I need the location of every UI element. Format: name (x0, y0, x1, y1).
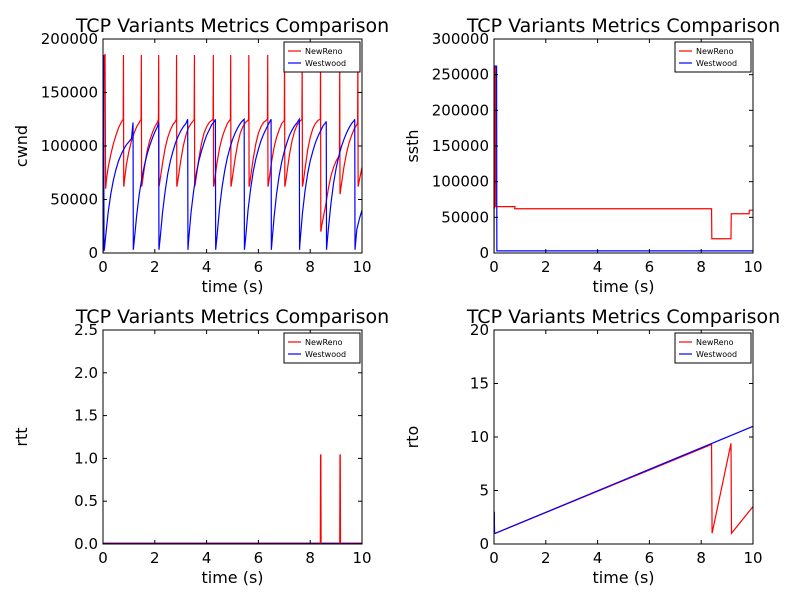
x-tick-label: 6 (254, 258, 264, 276)
x-tick-label: 10 (352, 258, 371, 276)
x-tick-label: 4 (202, 549, 212, 567)
chart-title: TCP Variants Metrics Comparison (466, 15, 780, 37)
legend-label-newreno: NewReno (696, 338, 734, 347)
x-tick-label: 0 (489, 549, 499, 567)
x-tick-label: 6 (645, 549, 655, 567)
axes-frame (102, 329, 363, 545)
x-tick-label: 2 (150, 549, 160, 567)
y-tick-label: 150000 (41, 84, 98, 102)
y-axis-label: rto (403, 426, 422, 449)
legend-box (283, 332, 361, 364)
chart-title: TCP Variants Metrics Comparison (466, 306, 780, 328)
y-tick-label: 1.5 (74, 407, 98, 425)
y-tick-label: 50000 (441, 208, 489, 226)
x-tick-label: 2 (150, 258, 160, 276)
y-axis-label: ssth (403, 129, 422, 162)
y-tick-label: 100000 (432, 173, 489, 191)
legend: NewReno Westwood (283, 332, 361, 364)
x-tick-label: 8 (696, 258, 706, 276)
x-tick-label: 0 (98, 258, 108, 276)
series-line-westwood (103, 55, 362, 253)
y-tick-label: 2.5 (74, 321, 98, 339)
x-tick-label: 8 (696, 549, 706, 567)
y-tick-label: 5 (479, 482, 489, 500)
x-tick-label: 4 (593, 549, 603, 567)
y-tick-label: 2.0 (74, 364, 98, 382)
legend-label-newreno: NewReno (305, 338, 343, 347)
x-axis-label: time (s) (592, 277, 654, 296)
y-tick-label: 0 (479, 244, 489, 262)
y-tick-label: 15 (470, 375, 489, 393)
legend-label-westwood: Westwood (305, 59, 346, 68)
y-axis-label: cwnd (12, 125, 31, 167)
y-tick-label: 200000 (432, 101, 489, 119)
series-line-westwood (494, 65, 753, 253)
y-tick-label: 1.0 (74, 449, 98, 467)
chart-title: TCP Variants Metrics Comparison (75, 306, 389, 328)
x-tick-label: 8 (305, 258, 315, 276)
series-line-westwood (494, 425, 753, 534)
y-tick-label: 0 (88, 244, 98, 262)
y-tick-label: 150000 (432, 137, 489, 155)
x-tick-label: 6 (645, 258, 655, 276)
x-tick-label: 6 (254, 549, 264, 567)
chart-title: TCP Variants Metrics Comparison (75, 15, 389, 37)
x-tick-label: 2 (541, 258, 551, 276)
legend: NewReno Westwood (674, 332, 752, 364)
legend: NewReno Westwood (674, 41, 752, 73)
y-tick-label: 100000 (41, 137, 98, 155)
legend-box (674, 41, 752, 73)
y-tick-label: 0.5 (74, 492, 98, 510)
x-tick-label: 10 (743, 258, 762, 276)
x-axis-label: time (s) (201, 277, 263, 296)
legend-label-westwood: Westwood (696, 59, 737, 68)
legend-label-newreno: NewReno (305, 47, 343, 56)
x-tick-label: 0 (489, 258, 499, 276)
legend-label-westwood: Westwood (305, 350, 346, 359)
y-tick-label: 200000 (41, 30, 98, 48)
legend-label-westwood: Westwood (696, 350, 737, 359)
series-line-newreno (103, 454, 362, 544)
y-tick-label: 0 (479, 535, 489, 553)
x-tick-label: 10 (352, 549, 371, 567)
y-tick-label: 300000 (432, 30, 489, 48)
legend-box (283, 41, 361, 73)
x-tick-label: 8 (305, 549, 315, 567)
subplot-ssth: 0 2 4 6 8 10 0 50000 100000 150000 200000 250000 300… (403, 15, 780, 296)
x-axis-label: time (s) (201, 568, 263, 587)
x-axis-label: time (s) (592, 568, 654, 587)
x-tick-label: 4 (593, 258, 603, 276)
series-line-newreno (494, 443, 753, 535)
x-tick-label: 10 (743, 549, 762, 567)
x-tick-label: 4 (202, 258, 212, 276)
y-tick-label: 10 (470, 428, 489, 446)
x-tick-label: 2 (541, 549, 551, 567)
legend-box (674, 332, 752, 364)
series-line-newreno (494, 65, 753, 240)
legend-label-newreno: NewReno (696, 47, 734, 56)
y-tick-label: 50000 (50, 191, 98, 209)
legend: NewReno Westwood (283, 41, 361, 73)
series-line-newreno (103, 53, 362, 253)
y-tick-label: 20 (470, 321, 489, 339)
y-tick-label: 250000 (432, 66, 489, 84)
y-axis-label: rtt (12, 427, 31, 446)
x-tick-label: 0 (98, 549, 108, 567)
y-tick-label: 0.0 (74, 535, 98, 553)
